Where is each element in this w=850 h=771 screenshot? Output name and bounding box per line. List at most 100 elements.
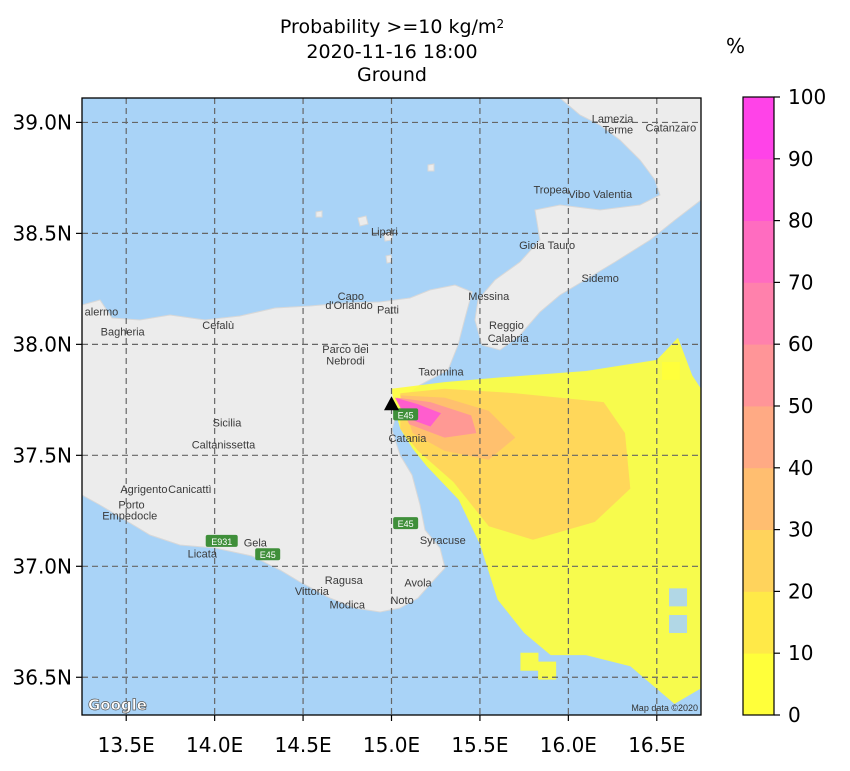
- road-shield-label: E45: [398, 519, 414, 529]
- place-label: Gela: [244, 537, 268, 549]
- map-gridlines: [82, 98, 701, 715]
- lon-tick-label: 15.0E: [363, 733, 420, 757]
- chart-title-date: 2020-11-16 18:00: [306, 41, 478, 63]
- plume-layer: [391, 337, 701, 704]
- place-label: Gioia Tauro: [519, 240, 575, 252]
- place-label: Avola: [404, 577, 432, 589]
- road-shield-box: [205, 534, 238, 547]
- lon-tick-label: 16.0E: [540, 733, 597, 757]
- road-shield: E45: [255, 548, 281, 561]
- road-shield-label: E931: [211, 537, 232, 547]
- place-label: Vittoria: [295, 586, 330, 598]
- lat-tick-label: 39.0N: [13, 110, 73, 134]
- lat-tick-label: 36.5N: [13, 665, 73, 689]
- lat-tick-label: 38.5N: [13, 221, 73, 245]
- colorbar-tick-label: 70: [788, 270, 813, 294]
- chart-title-level: Ground: [357, 64, 427, 86]
- place-label: Empedocle: [102, 511, 157, 523]
- road-shield-box: [393, 517, 419, 530]
- place-label: Modica: [330, 599, 366, 611]
- map-road-shields: E45 E931 E45 E45: [205, 408, 419, 561]
- place-label: Cefalù: [202, 320, 234, 332]
- place-label: Lamezia: [592, 113, 634, 125]
- colorbar-tick-label: 60: [788, 332, 813, 356]
- colorbar-tick-label: 20: [788, 579, 813, 603]
- road-shield: E45: [393, 517, 419, 530]
- colorbar-segment: [743, 282, 774, 345]
- volcano-vent-marker[interactable]: [384, 396, 399, 411]
- place-label: Catania: [388, 433, 427, 445]
- colorbar-tick-label: 40: [788, 456, 813, 480]
- map-attribution: Map data ©2020: [631, 703, 698, 713]
- colorbar-segment: [743, 529, 774, 592]
- place-label: Calabria: [488, 333, 530, 345]
- plume-cell-4: [669, 615, 688, 634]
- place-label: Bagheria: [101, 326, 146, 338]
- road-shield-box: [255, 548, 281, 561]
- colorbar-tick-label: 90: [788, 147, 813, 171]
- lon-tick-label: 14.5E: [274, 733, 331, 757]
- place-label: Terme: [603, 125, 634, 137]
- colorbar-tick-label: 30: [788, 518, 813, 542]
- lon-tick-label: 14.0E: [186, 733, 243, 757]
- lat-tick-label: 37.0N: [13, 554, 73, 578]
- lon-tick-label: 15.5E: [451, 733, 508, 757]
- plume-cell-0: [520, 652, 539, 671]
- place-label: Licata: [188, 548, 218, 560]
- place-label: Vibo Valentia: [568, 189, 633, 201]
- colorbar-segment: [743, 158, 774, 221]
- colorbar-tick-label: 10: [788, 641, 813, 665]
- colorbar-segment: [743, 591, 774, 654]
- place-label: Ragusa: [325, 575, 364, 587]
- colorbar: 0 10 20 30 40 50 60 70 80 90 100: [742, 85, 826, 727]
- lon-tick-label: 16.5E: [628, 733, 685, 757]
- place-label: Porto: [118, 500, 144, 512]
- lon-tick-label: 13.5E: [98, 733, 155, 757]
- colorbar-segment: [743, 406, 774, 469]
- place-label: Tropea: [533, 184, 568, 196]
- place-label: Lipari: [371, 227, 398, 239]
- colorbar-segment: [743, 653, 774, 716]
- colorbar-unit-label: %: [726, 34, 746, 58]
- place-label: alermo: [85, 307, 119, 319]
- place-label: Caltanissetta: [192, 440, 256, 452]
- road-shield-label: E45: [260, 550, 276, 560]
- place-label: Catanzaro: [646, 122, 697, 134]
- google-logo: Google: [88, 696, 147, 714]
- colorbar-segment: [743, 97, 774, 160]
- place-label: Canicattì: [168, 484, 211, 496]
- place-label: Patti: [377, 304, 399, 316]
- colorbar-tick-label: 80: [788, 209, 813, 233]
- colorbar-segment: [743, 467, 774, 530]
- place-label: Taormina: [418, 366, 464, 378]
- place-label: Reggio: [489, 320, 524, 332]
- place-label: Nebrodi: [326, 355, 365, 367]
- plume-cell-3: [669, 588, 688, 607]
- place-label: Noto: [390, 595, 413, 607]
- chart-title-line1: Probability >=10 kg/m2: [279, 16, 505, 38]
- road-shield-box: [393, 408, 419, 421]
- road-shield: E931: [205, 534, 238, 547]
- place-label: Sidemo: [582, 273, 619, 285]
- road-shield: E45: [393, 408, 419, 421]
- lat-tick-label: 38.0N: [13, 332, 73, 356]
- colorbar-segment: [743, 220, 774, 283]
- place-label: Capo: [338, 291, 364, 303]
- colorbar-tick-label: 100: [788, 85, 826, 109]
- place-label: Messina: [468, 291, 510, 303]
- place-label: Sicilia: [213, 417, 243, 429]
- plume-cell-1: [538, 661, 557, 680]
- place-label: Parco dei: [322, 344, 368, 356]
- land-calabria: [474, 98, 701, 351]
- lat-tick-label: 37.5N: [13, 443, 73, 467]
- colorbar-tick-label: 0: [788, 703, 801, 727]
- map-axes: 13.5E 14.0E 14.5E 15.0E 15.5E 16.0E 16.5E 39.0N…: [13, 110, 686, 757]
- colorbar-tick-label: 50: [788, 394, 813, 418]
- road-shield-label: E45: [398, 410, 414, 420]
- place-label: Syracuse: [420, 535, 466, 547]
- plume-cell-2: [661, 361, 680, 380]
- place-label: d'Orlando: [325, 300, 372, 312]
